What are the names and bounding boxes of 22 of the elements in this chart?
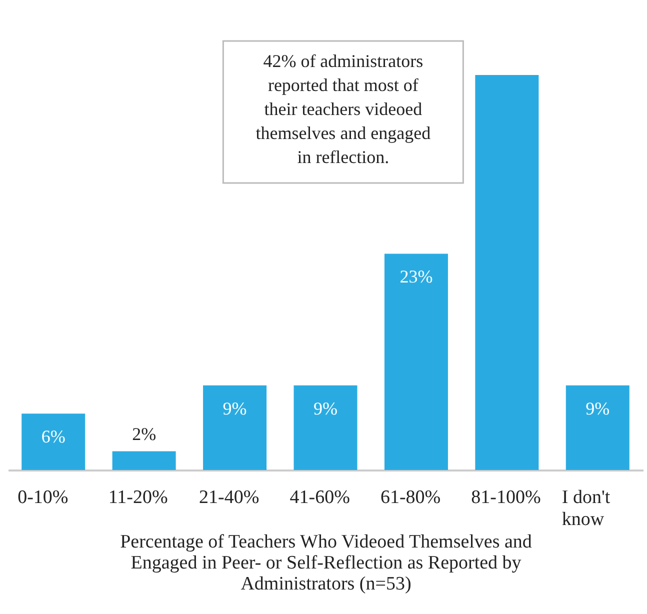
bar bbox=[294, 385, 358, 470]
x-tick-label: 11-20% bbox=[108, 487, 168, 508]
annotation: 42% of administrators reported that most of their teachers videoed themselves and engaged in reflection. bbox=[256, 51, 431, 167]
data-label: 23% bbox=[400, 266, 433, 287]
data-label: 2% bbox=[132, 424, 156, 444]
bar bbox=[566, 385, 630, 470]
data-label: 9% bbox=[222, 398, 247, 418]
x-tick-label: 21-40% bbox=[199, 487, 260, 508]
bar bbox=[475, 75, 539, 470]
x-tick-label: 81-100% bbox=[471, 487, 542, 508]
x-tick-label: 41-60% bbox=[290, 487, 350, 508]
data-label: 9% bbox=[586, 398, 610, 418]
x-axis-title: Percentage of Teachers Who Videoed Themselves and Engaged in Peer- or Self-Reflection as Reported by Administrators (n=53) bbox=[120, 532, 532, 594]
x-tick-label: I don't know bbox=[562, 487, 611, 530]
bar bbox=[203, 385, 267, 470]
bar bbox=[22, 414, 86, 470]
bar bbox=[384, 254, 448, 470]
data-label: 6% bbox=[41, 426, 66, 447]
data-label: 9% bbox=[314, 398, 338, 418]
bar bbox=[112, 451, 176, 470]
x-tick-label: 61-80% bbox=[380, 487, 441, 508]
x-tick-label: 0-10% bbox=[18, 487, 68, 508]
